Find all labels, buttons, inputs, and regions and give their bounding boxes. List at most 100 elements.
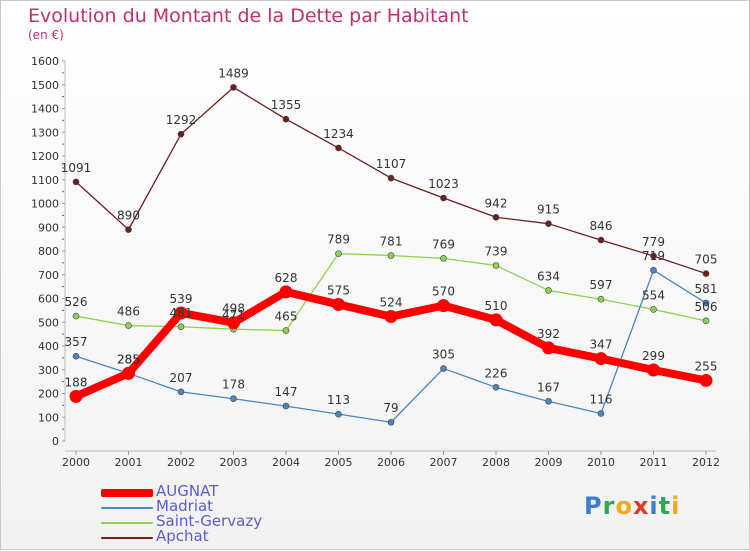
data-label-augnat: 188 (65, 375, 88, 389)
logo-letter: i (671, 492, 681, 520)
data-label-madriat: 285 (117, 352, 140, 366)
logo-letter: t (658, 492, 672, 520)
logo-letter: P (584, 492, 603, 520)
data-point-augnat (437, 299, 450, 313)
data-point-saint-gervazy (440, 255, 447, 262)
y-tick-label: 100 (38, 411, 59, 424)
x-tick-label: 2010 (587, 456, 615, 469)
y-tick-label: 700 (38, 269, 59, 282)
chart-axes: 0 100 200 300 400 500 600 700 800 900 1000 1100 1200… (31, 55, 720, 469)
data-label-madriat: 116 (590, 392, 613, 406)
data-point-saint-gervazy (702, 317, 710, 325)
x-tick-label: 2008 (482, 456, 510, 469)
data-point-apchat (177, 130, 185, 138)
data-point-apchat (72, 178, 80, 186)
data-label-saint-gervazy: 597 (590, 278, 613, 292)
data-label-saint-gervazy: 526 (65, 295, 88, 309)
data-label-saint-gervazy: 481 (170, 306, 193, 320)
data-label-saint-gervazy: 471 (222, 308, 245, 322)
data-point-apchat (597, 236, 605, 244)
data-point-apchat (125, 226, 132, 233)
data-point-apchat (335, 144, 342, 152)
data-label-apchat: 1489 (218, 66, 249, 80)
logo-letter: o (615, 492, 633, 520)
data-label-saint-gervazy: 506 (695, 300, 718, 314)
data-label-apchat: 890 (117, 209, 140, 223)
data-point-apchat (387, 174, 395, 182)
data-point-saint-gervazy (387, 252, 395, 259)
proxiti-logo: Proxiti (584, 492, 680, 520)
data-point-madriat (387, 418, 395, 426)
data-point-augnat (489, 313, 503, 327)
logo-letter: r (602, 492, 616, 520)
data-label-madriat: 207 (170, 371, 193, 385)
data-label-apchat: 915 (537, 203, 560, 217)
chart-title: Evolution du Montant de la Dette par Hab… (28, 5, 469, 27)
data-point-madriat (545, 398, 552, 405)
legend-label: Saint-Gervazy (156, 512, 263, 530)
data-label-apchat: 1234 (323, 127, 354, 141)
data-point-madriat (335, 410, 342, 418)
data-point-saint-gervazy (545, 287, 552, 294)
x-tick-label: 2002 (167, 456, 195, 469)
y-tick-label: 1300 (31, 126, 59, 139)
data-label-augnat: 575 (327, 283, 350, 297)
data-point-madriat (702, 299, 710, 307)
data-point-saint-gervazy (492, 262, 500, 269)
data-point-augnat (542, 341, 555, 355)
data-label-augnat: 510 (485, 299, 508, 313)
y-tick-label: 800 (38, 245, 59, 258)
data-label-augnat: 347 (590, 338, 613, 352)
legend-swatch (101, 522, 153, 524)
data-label-madriat: 719 (642, 249, 665, 263)
data-label-apchat: 942 (485, 196, 508, 210)
data-point-apchat (230, 84, 237, 91)
data-point-madriat (177, 388, 185, 396)
data-point-saint-gervazy (335, 250, 342, 257)
data-label-apchat: 1292 (166, 113, 197, 127)
data-point-apchat (545, 220, 552, 227)
y-tick-label: 400 (38, 340, 59, 353)
legend-swatch (101, 507, 153, 509)
y-tick-label: 900 (38, 221, 59, 234)
data-label-saint-gervazy: 465 (275, 310, 298, 324)
logo-letter: i (649, 492, 659, 520)
data-label-saint-gervazy: 789 (327, 233, 350, 247)
data-point-saint-gervazy (125, 322, 132, 329)
data-label-apchat: 1091 (61, 161, 92, 175)
data-label-madriat: 226 (485, 366, 508, 380)
data-label-madriat: 147 (275, 385, 298, 399)
y-tick-label: 1000 (31, 198, 59, 211)
x-tick-label: 2003 (220, 456, 248, 469)
data-label-saint-gervazy: 486 (117, 305, 140, 319)
data-point-augnat (647, 363, 660, 377)
data-point-augnat (279, 285, 293, 299)
data-label-saint-gervazy: 769 (432, 237, 455, 251)
y-tick-label: 1500 (31, 79, 59, 92)
y-tick-label: 200 (38, 388, 59, 401)
data-point-augnat (699, 373, 713, 387)
data-point-apchat (282, 115, 290, 123)
data-label-augnat: 539 (170, 292, 193, 306)
legend-swatch (101, 537, 153, 539)
data-label-augnat: 299 (642, 349, 665, 363)
data-point-saint-gervazy (597, 295, 605, 303)
data-label-madriat: 167 (537, 380, 560, 394)
data-label-madriat: 357 (65, 335, 88, 349)
y-tick-label: 1600 (31, 55, 59, 68)
data-label-augnat: 498 (222, 302, 245, 316)
legend-label: AUGNAT (156, 482, 219, 500)
data-label-apchat: 779 (642, 235, 665, 249)
x-tick-label: 2009 (535, 456, 563, 469)
x-tick-label: 2011 (640, 456, 668, 469)
data-label-augnat: 628 (275, 271, 298, 285)
data-point-madriat (597, 410, 605, 417)
chart-data-labels: 188 285 539 498 628 575 524 570 510 392 347 299 255 3… (61, 66, 718, 415)
data-point-augnat (594, 352, 608, 366)
data-point-apchat (650, 252, 657, 260)
data-label-augnat: 285 (117, 352, 140, 366)
data-point-saint-gervazy (177, 323, 185, 331)
x-tick-label: 2006 (377, 456, 405, 469)
